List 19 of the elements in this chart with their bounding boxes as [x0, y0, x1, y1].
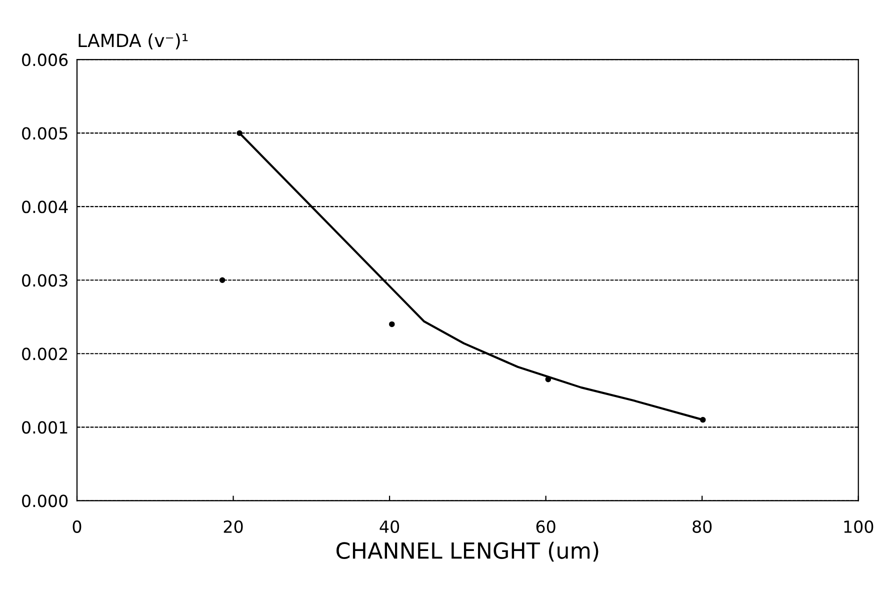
x-tick-label: 100 [844, 520, 874, 533]
y-tick-label: 0.005 [22, 127, 68, 140]
x-tick-label: 60 [536, 520, 556, 533]
point [219, 277, 226, 284]
y-axis-title: LAMDA (v⁻)¹ [78, 33, 188, 50]
x-tick-label: 80 [692, 520, 712, 533]
y-tick-label: 0.006 [22, 54, 68, 66]
x-axis-title: CHANNEL LENGHT (um) [336, 542, 598, 562]
point [236, 130, 242, 136]
y-tick-label: 0.001 [22, 421, 68, 434]
y-tick-label: 0.004 [22, 200, 68, 214]
point [700, 416, 706, 423]
y-tick-label: 0.000 [22, 494, 68, 508]
point [389, 321, 395, 328]
y-tick-label: 0.003 [22, 274, 68, 287]
x-tick-label: 40 [380, 520, 400, 533]
y-tick-label: 0.002 [22, 348, 67, 360]
x-tick-label: 20 [224, 520, 243, 533]
x-tick-label: 0 [72, 520, 82, 533]
